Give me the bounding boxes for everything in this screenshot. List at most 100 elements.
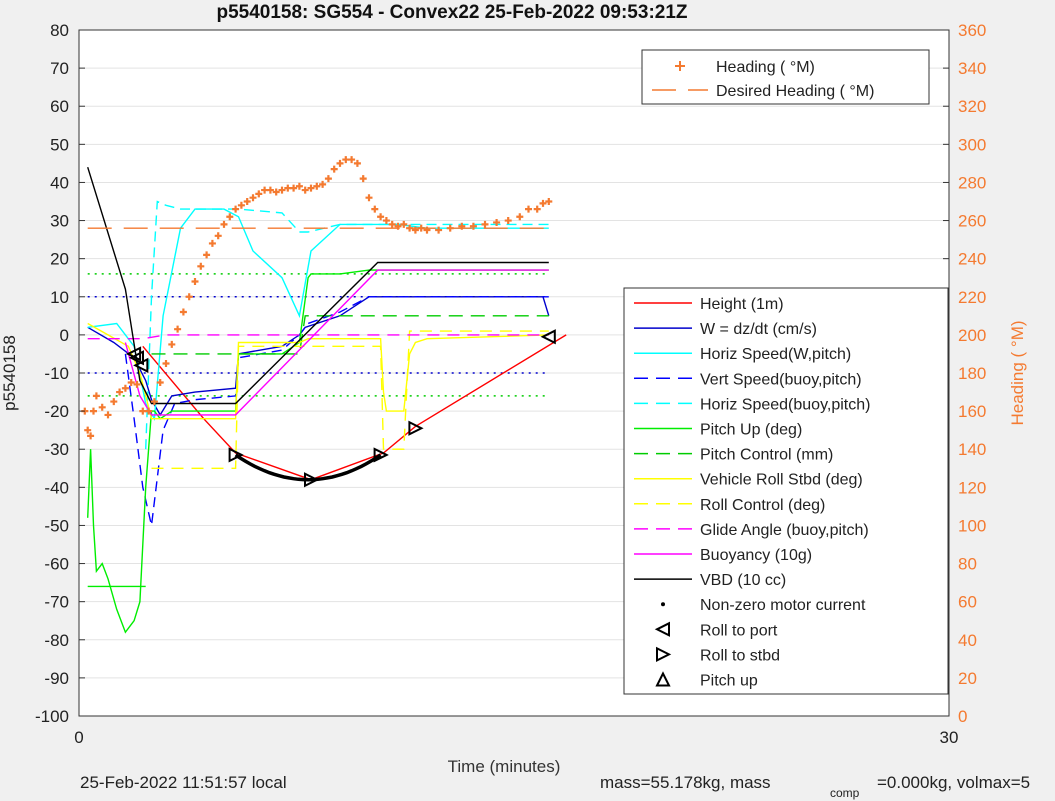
- heading-point: [411, 226, 419, 234]
- heading-point: [458, 222, 466, 230]
- heading-point: [307, 184, 315, 192]
- heading-point: [336, 159, 344, 167]
- heading-point: [185, 293, 193, 301]
- heading-points: [81, 156, 553, 440]
- legend-label: Buoyancy (10g): [700, 547, 812, 564]
- series-line: [87, 334, 549, 340]
- legend-box: [623, 287, 949, 695]
- y-tick-label: -30: [44, 440, 69, 459]
- y-tick-label: 50: [50, 135, 69, 154]
- heading-point: [417, 224, 425, 232]
- y2-axis-label: Heading ( °M): [1008, 320, 1027, 425]
- chart-title: p5540158: SG554 - Convex22 25-Feb-2022 0…: [216, 2, 687, 23]
- y2-tick-label: 200: [958, 326, 986, 345]
- legend-label: Roll to stbd: [700, 647, 780, 664]
- heading-point: [359, 175, 367, 183]
- heading-point: [127, 379, 135, 387]
- heading-point: [371, 205, 379, 213]
- heading-point: [104, 411, 112, 419]
- legend-symbol: [655, 671, 671, 687]
- y2-tick-label: 280: [958, 173, 986, 192]
- heading-point: [191, 278, 199, 286]
- series-layer: [87, 166, 567, 634]
- markers-layer: [125, 329, 556, 488]
- legend-label: Vehicle Roll Stbd (deg): [700, 472, 863, 489]
- series-line: [124, 296, 549, 526]
- y2-tick-label: 360: [958, 21, 986, 40]
- legend-label: Pitch Up (deg): [700, 422, 802, 439]
- y2-tick-label: 340: [958, 59, 986, 78]
- heading-point: [243, 198, 251, 205]
- y2-tick-label: 220: [958, 288, 986, 307]
- heading-point: [525, 205, 532, 213]
- heading-point: [203, 251, 211, 259]
- y2-tick-label: 100: [958, 516, 986, 535]
- heading-point: [539, 199, 547, 207]
- heading-point: [232, 205, 240, 213]
- heading-point: [545, 198, 553, 205]
- series-line: [151, 330, 549, 469]
- legend-label: Heading ( °M): [716, 59, 815, 76]
- heading-point: [324, 175, 332, 183]
- heading-point: [295, 182, 303, 190]
- heading-point: [330, 165, 338, 173]
- heading-point: [266, 186, 274, 194]
- y-tick-label: -80: [44, 631, 69, 650]
- y-axis-label: p5540158: [0, 335, 19, 411]
- y-tick-label: 40: [50, 173, 69, 192]
- roll-to-stbd-marker: [304, 472, 320, 488]
- legend-label: Height (1m): [700, 296, 784, 313]
- y-axis-ticks: 80 70 60 50 40 30 20 10 0 -10 -20 -30 -40 -50 -60 -70 -8…: [35, 21, 85, 726]
- heading-point: [382, 217, 390, 225]
- heading-point: [208, 239, 216, 247]
- legend-label: Glide Angle (buoy,pitch): [700, 522, 869, 539]
- heading-point: [84, 426, 92, 434]
- y2-tick-label: 120: [958, 478, 986, 497]
- footer-mass-rest: =0.000kg, volmax=5: [877, 773, 1031, 792]
- heading-point: [237, 201, 245, 209]
- heading-point: [220, 220, 228, 228]
- heading-point: [162, 359, 170, 367]
- y2-tick-label: 240: [958, 250, 986, 269]
- y-tick-label: -50: [44, 516, 69, 535]
- y-tick-label: -70: [44, 593, 69, 612]
- y-tick-label: 20: [50, 250, 69, 269]
- heading-point: [377, 213, 385, 221]
- y2-tick-label: 140: [958, 440, 986, 459]
- legend-label: Horiz Speed(buoy,pitch): [700, 396, 870, 413]
- heading-point: [353, 159, 361, 167]
- y2-axis-ticks: 3603403203002802602402202001801601401201…: [943, 21, 986, 726]
- heading-point: [87, 432, 95, 440]
- legend-symbol: [656, 646, 672, 663]
- roll-to-port-marker: [133, 357, 149, 373]
- heading-point: [290, 184, 298, 192]
- x-tick-label: 0: [74, 728, 83, 747]
- legend-label: W = dz/dt (cm/s): [700, 321, 817, 338]
- y-tick-label: 30: [50, 212, 69, 231]
- heading-point: [174, 325, 182, 333]
- legend-symbol: [675, 61, 685, 71]
- legend-label: Pitch Control (mm): [700, 447, 833, 464]
- y2-tick-label: 160: [958, 402, 986, 421]
- heading-point: [406, 224, 414, 232]
- y-tick-label: 80: [50, 21, 69, 40]
- heading-point: [481, 220, 489, 228]
- heading-point: [313, 182, 321, 190]
- legend-label: Roll Control (deg): [700, 497, 825, 514]
- footer-local-time: 25-Feb-2022 11:51:57 local: [80, 773, 287, 792]
- heading-point: [348, 156, 356, 164]
- heading-point: [446, 224, 454, 232]
- y-tick-label: 0: [60, 326, 69, 345]
- y-tick-label: 60: [50, 97, 69, 116]
- heading-legend-box: [641, 49, 930, 105]
- heading-point: [145, 407, 153, 415]
- roll-to-port-marker: [128, 350, 144, 366]
- heading-point: [319, 180, 327, 188]
- heading-point: [533, 205, 541, 213]
- heading-point: [214, 232, 222, 240]
- heading-point: [493, 218, 501, 226]
- y2-tick-label: 320: [958, 97, 986, 116]
- heading-point: [435, 226, 443, 234]
- series-line: [87, 166, 549, 405]
